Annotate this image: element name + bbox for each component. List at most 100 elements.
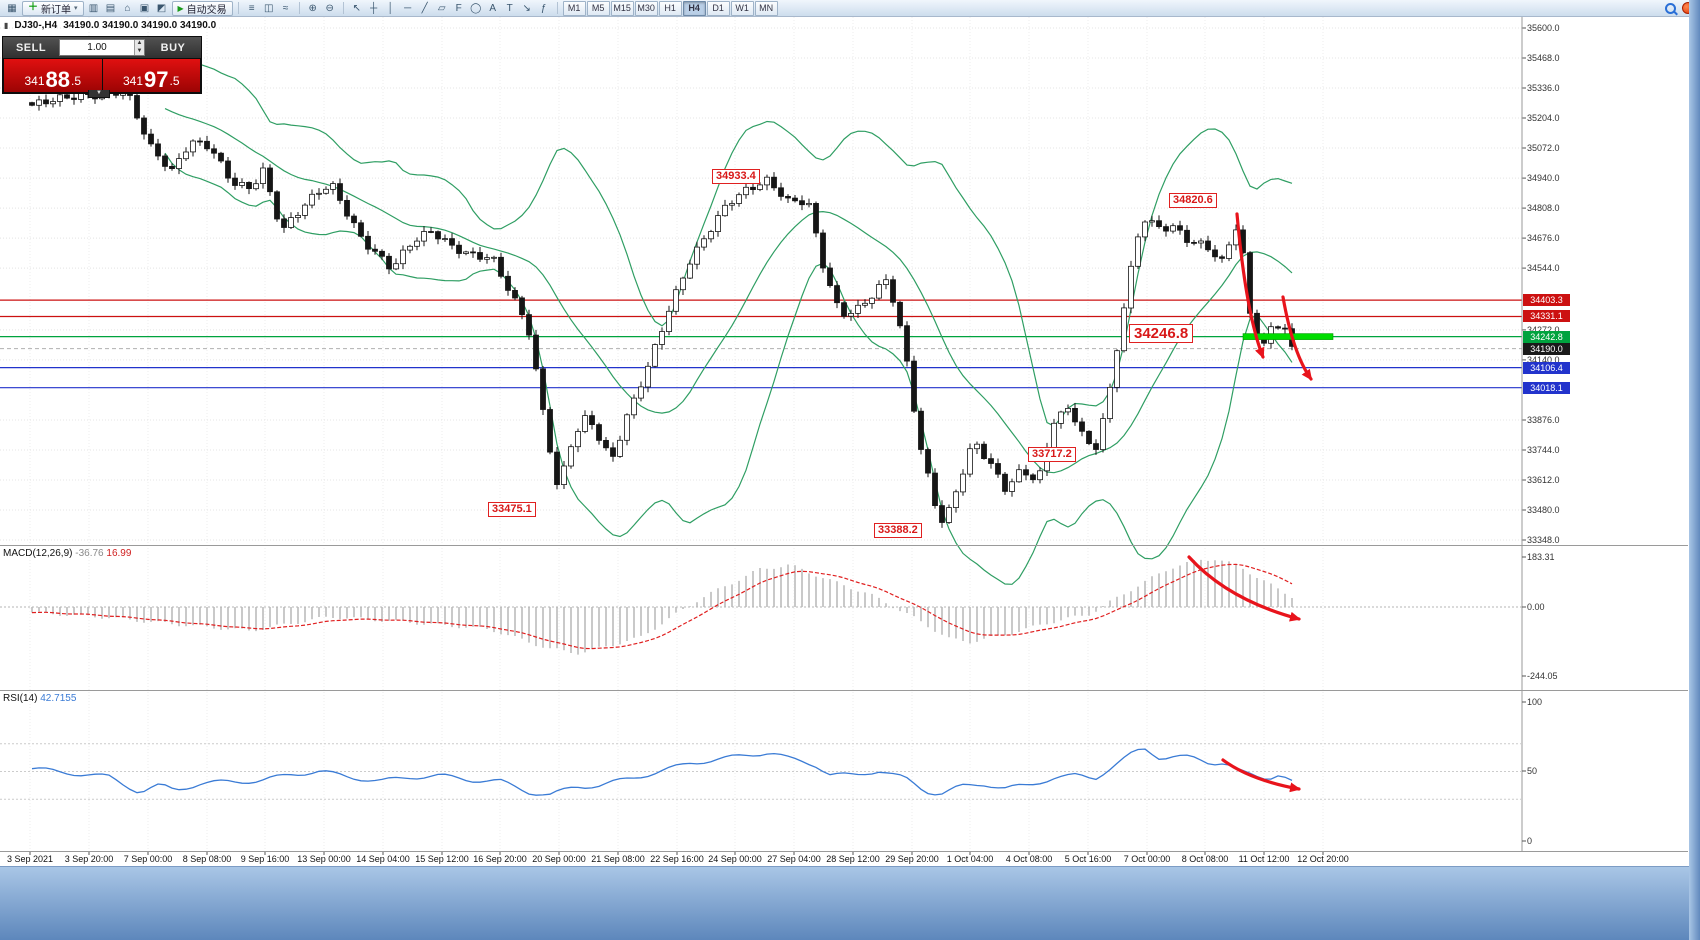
timeframe-M15[interactable]: M15 xyxy=(610,0,634,16)
fibonacci-icon[interactable]: F xyxy=(455,2,462,14)
time-axis-label: 13 Sep 00:00 xyxy=(297,854,351,864)
price-axis-tick: 35336.0 xyxy=(1527,83,1560,94)
time-axis-label: 8 Oct 08:00 xyxy=(1181,854,1229,864)
macd-name: MACD(12,26,9) xyxy=(3,548,73,559)
trendline-icon[interactable]: ╱ xyxy=(421,2,428,14)
chevron-down-icon: ▾ xyxy=(74,5,78,12)
time-axis-label: 15 Sep 12:00 xyxy=(415,854,469,864)
time-axis-label: 9 Sep 16:00 xyxy=(240,854,290,864)
sell-price-prefix: 341 xyxy=(24,74,45,88)
price-axis-tick: 33876.0 xyxy=(1527,414,1560,425)
buy-price-big: 97 xyxy=(144,67,169,92)
rsi-value: 42.7155 xyxy=(40,693,77,704)
label-icon[interactable]: T xyxy=(506,2,513,14)
window-right-edge[interactable] xyxy=(1689,0,1700,940)
toolbar-separator xyxy=(556,2,558,14)
sell-button[interactable]: SELL xyxy=(15,41,47,54)
timeframe-selector: M1 M5 M15 M30 H1 H4 D1 W1 MN xyxy=(562,0,779,16)
lot-decrease-button[interactable]: ▼ xyxy=(134,47,144,55)
time-axis-label: 3 Sep 20:00 xyxy=(64,854,114,864)
buy-button[interactable]: BUY xyxy=(160,41,186,54)
line-chart-icon[interactable]: ≈ xyxy=(282,2,289,14)
bar-chart-icon[interactable]: ≡ xyxy=(248,2,255,14)
toolbar-panel-icons: ▥ ▤ ⌂ ▣ ◩ xyxy=(86,1,170,16)
buy-price-button[interactable]: 341 97.5 xyxy=(102,59,200,92)
price-axis-tick: 34808.0 xyxy=(1527,203,1560,214)
zoom-in-icon[interactable]: ⊕ xyxy=(308,2,317,14)
time-axis-label: 4 Oct 08:00 xyxy=(1005,854,1053,864)
timeframe-H1[interactable]: H1 xyxy=(658,0,682,16)
price-axis-tick: 34272.0 xyxy=(1527,325,1560,335)
buy-price-suffix: .5 xyxy=(169,74,180,88)
time-axis-label: 1 Oct 04:00 xyxy=(946,854,994,864)
text-icon[interactable]: A xyxy=(489,2,496,14)
search-icon[interactable] xyxy=(1662,1,1678,16)
chart-symbol-icon: ▮ xyxy=(4,21,9,30)
trade-panel-price-row: 341 88.5 341 97.5 xyxy=(3,58,201,93)
terminal-panel-icon[interactable]: ▣ xyxy=(139,2,150,14)
lot-size-input[interactable]: 1.00 ▲ ▼ xyxy=(59,39,145,56)
time-axis-label: 7 Oct 00:00 xyxy=(1123,854,1171,864)
price-annotation: 33388.2 xyxy=(874,523,922,538)
autotrading-label: 自动交易 xyxy=(186,4,227,16)
time-axis-label: 5 Oct 16:00 xyxy=(1064,854,1112,864)
price-annotation: 34820.6 xyxy=(1169,193,1217,208)
lot-increase-button[interactable]: ▲ xyxy=(134,40,144,48)
lot-size-value: 1.00 xyxy=(87,42,107,53)
price-tag: 34190.0 xyxy=(1523,342,1570,355)
price-axis-tick: 34544.0 xyxy=(1527,263,1560,274)
lot-spinner: ▲ ▼ xyxy=(134,40,144,55)
time-axis-label: 16 Sep 20:00 xyxy=(473,854,527,864)
price-annotation: 34246.8 xyxy=(1129,324,1194,343)
price-axis-tick: 35600.0 xyxy=(1527,23,1560,33)
play-icon: ▶ xyxy=(177,3,184,13)
new-order-button[interactable]: ＋ 新订单 ▾ xyxy=(22,0,84,16)
chart-type-icons: ≡ ◫ ≈ xyxy=(244,1,294,16)
trade-panel-top-row: SELL 1.00 ▲ ▼ BUY xyxy=(3,37,201,58)
candlestick-chart-icon[interactable]: ◫ xyxy=(263,2,274,14)
plus-icon: ＋ xyxy=(28,2,38,13)
price-annotation: 33475.1 xyxy=(488,502,536,517)
strategy-tester-icon[interactable]: ◩ xyxy=(156,2,167,14)
terminal-icon[interactable]: ▦ xyxy=(7,2,17,14)
trade-panel-collapse-handle[interactable]: ▼ xyxy=(88,90,110,98)
timeframe-M30[interactable]: M30 xyxy=(634,0,658,16)
timeframe-W1[interactable]: W1 xyxy=(730,0,754,16)
vertical-line-icon[interactable]: │ xyxy=(387,2,394,14)
price-chart-canvas[interactable] xyxy=(0,0,1690,866)
indicators-icon[interactable]: ƒ xyxy=(540,2,547,14)
time-axis-label: 28 Sep 12:00 xyxy=(826,854,880,864)
time-axis-label: 20 Sep 00:00 xyxy=(532,854,586,864)
timeframe-M5[interactable]: M5 xyxy=(586,0,610,16)
macd-main-value: -36.76 xyxy=(75,548,104,559)
time-axis-label: 14 Sep 04:00 xyxy=(356,854,410,864)
price-axis-tick: 33744.0 xyxy=(1527,444,1560,455)
zoom-out-icon[interactable]: ⊖ xyxy=(325,2,334,14)
price-axis-tick: 35204.0 xyxy=(1527,113,1560,124)
autotrading-button[interactable]: ▶ 自动交易 xyxy=(171,0,233,16)
sell-price-big: 88 xyxy=(45,67,70,92)
timeframe-M1[interactable]: M1 xyxy=(562,0,586,16)
horizontal-line-icon[interactable]: ─ xyxy=(404,2,412,14)
chart-title: ▮ DJ30-,H4 34190.0 34190.0 34190.0 34190… xyxy=(4,20,216,31)
sell-price-button[interactable]: 341 88.5 xyxy=(4,59,102,92)
timeframe-H4[interactable]: H4 xyxy=(682,0,706,16)
rsi-axis-tick: 50 xyxy=(1527,766,1538,776)
data-window-icon[interactable]: ▤ xyxy=(105,2,116,14)
crosshair-icon[interactable]: ┼ xyxy=(370,2,378,14)
equidistant-channel-icon[interactable]: ▱ xyxy=(437,2,446,14)
timeframe-D1[interactable]: D1 xyxy=(706,0,730,16)
macd-axis-tick: 183.31 xyxy=(1527,552,1555,562)
timeframe-MN[interactable]: MN xyxy=(754,0,778,16)
navigator-icon[interactable]: ⌂ xyxy=(124,2,131,14)
price-axis-tick: 35468.0 xyxy=(1527,53,1560,63)
cursor-icon[interactable]: ↖ xyxy=(352,2,361,14)
time-axis-label: 24 Sep 00:00 xyxy=(708,854,762,864)
symbol-label: DJ30-,H4 xyxy=(14,20,58,31)
arrow-icon[interactable]: ↘ xyxy=(522,2,531,14)
shapes-icon[interactable]: ◯ xyxy=(470,2,482,14)
market-watch-icon[interactable]: ▥ xyxy=(88,2,99,14)
toolbar-separator xyxy=(342,2,344,14)
price-axis-tick: 33348.0 xyxy=(1527,535,1560,545)
